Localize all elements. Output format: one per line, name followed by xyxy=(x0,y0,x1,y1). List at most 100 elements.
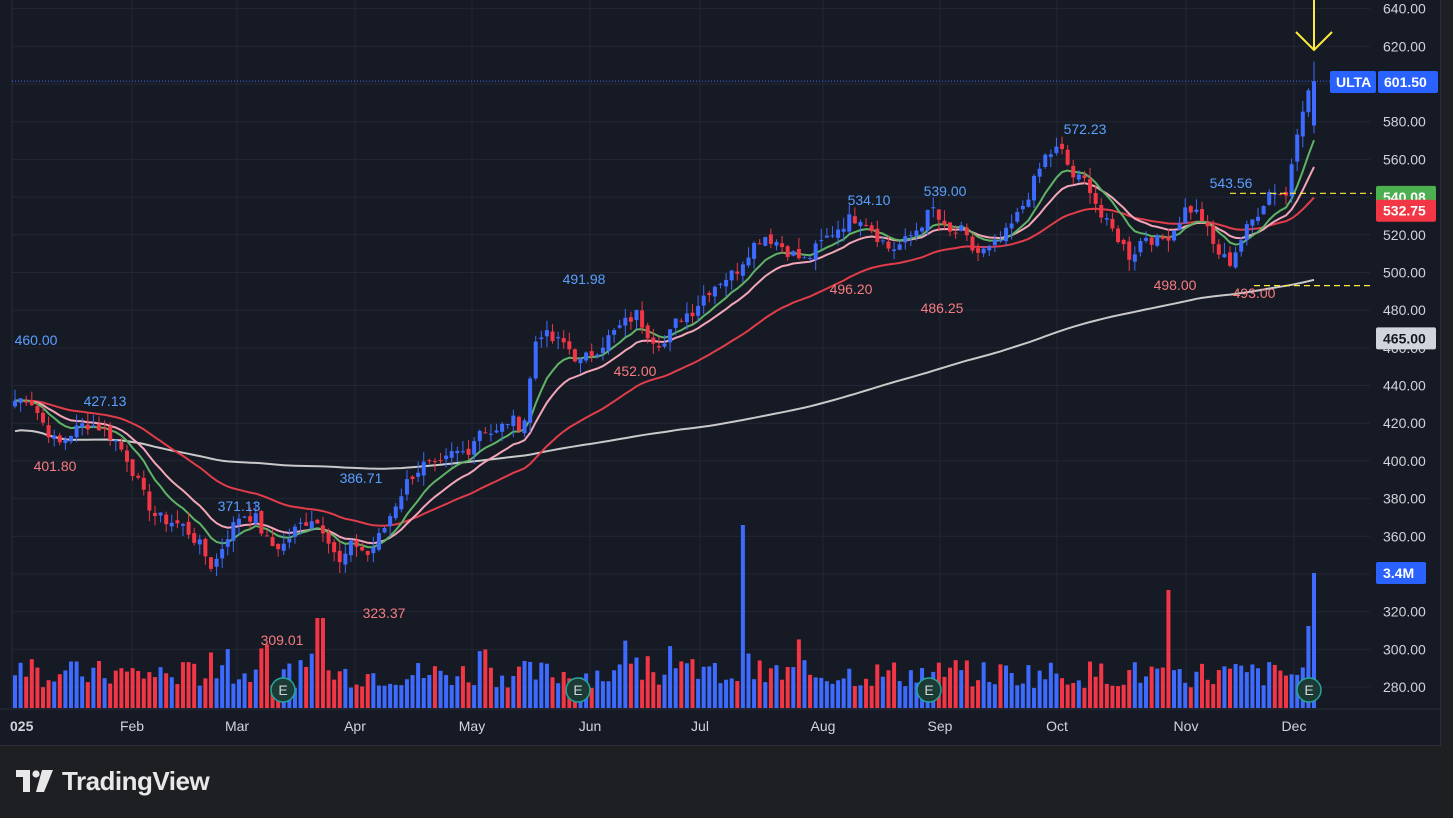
earnings-marker[interactable]: E xyxy=(1296,677,1322,703)
candle-body xyxy=(80,423,85,428)
candle-body xyxy=(276,543,281,550)
candle-body xyxy=(1306,90,1311,113)
volume-bar xyxy=(634,657,639,708)
y-tick-label: 620.00 xyxy=(1383,38,1426,54)
volume-bar xyxy=(998,664,1003,708)
candle-body xyxy=(1188,206,1193,213)
candle-body xyxy=(136,475,141,478)
candle-body xyxy=(1194,209,1199,212)
candle-body xyxy=(141,477,146,490)
volume-bar xyxy=(444,675,449,708)
volume-bar xyxy=(1144,676,1149,708)
candle-body xyxy=(68,435,73,442)
last-price-badge[interactable]: ULTA 601.50 xyxy=(1330,71,1438,93)
candle-body xyxy=(808,258,813,260)
candle-body xyxy=(892,249,897,252)
candle-body xyxy=(841,228,846,232)
volume-bar xyxy=(511,675,516,708)
last-price-bg xyxy=(1378,71,1438,93)
volume-bar xyxy=(68,661,73,708)
volume-bar xyxy=(96,660,101,708)
volume-bar xyxy=(589,687,594,708)
volume-bar xyxy=(533,679,538,708)
volume-bar xyxy=(1149,666,1154,708)
volume-bar xyxy=(52,681,57,708)
candle-body xyxy=(645,325,650,339)
volume-bar xyxy=(628,663,633,708)
candle-body xyxy=(1216,244,1221,255)
volume-badge: 3.4M xyxy=(1376,562,1426,584)
volume-bar xyxy=(147,672,152,708)
volume-bar xyxy=(1060,678,1065,708)
candle-body xyxy=(897,244,902,250)
volume-bar xyxy=(1015,685,1020,708)
candle-body xyxy=(91,425,96,427)
volume-bar xyxy=(1132,662,1137,708)
x-tick-label: Sep xyxy=(928,718,953,734)
candle-body xyxy=(774,242,779,246)
volume-bar xyxy=(483,649,488,708)
candle-body xyxy=(432,461,437,463)
sma-badge: 465.00 xyxy=(1376,327,1436,350)
earnings-marker[interactable]: E xyxy=(270,677,296,703)
candle-body xyxy=(740,264,745,276)
ema-red-badge: 532.75 xyxy=(1376,199,1436,222)
symbol-badge-bg xyxy=(1330,71,1376,93)
volume-bar xyxy=(942,676,947,708)
candle-body xyxy=(304,522,309,526)
candle-body xyxy=(791,251,796,256)
volume-bar xyxy=(1194,671,1199,708)
candle-body xyxy=(52,435,57,439)
volume-bar xyxy=(824,681,829,708)
chart-panel[interactable]: 460.00 401.80 427.13 371.13 309.01 386.71 323.… xyxy=(0,0,1441,746)
candle-body xyxy=(914,230,919,236)
candle-body xyxy=(18,398,23,403)
volume-bar xyxy=(91,667,96,708)
earnings-marker[interactable]: E xyxy=(565,677,591,703)
candle-body xyxy=(696,305,701,316)
candle-body xyxy=(533,341,538,379)
candle-body xyxy=(1267,192,1272,205)
volume-bar xyxy=(13,675,17,708)
volume-bar xyxy=(948,667,953,708)
candle-body xyxy=(460,451,465,453)
earnings-marker[interactable]: E xyxy=(916,677,942,703)
volume-bar xyxy=(880,676,885,708)
volume-bar xyxy=(253,669,258,708)
candle-body xyxy=(1205,222,1210,227)
volume-bar xyxy=(819,677,824,708)
x-tick-label: Aug xyxy=(811,718,836,734)
volume-bar xyxy=(1233,664,1238,708)
candle-body xyxy=(836,229,841,238)
candle-body xyxy=(1037,168,1042,177)
volume-bar xyxy=(808,674,813,708)
volume-bar xyxy=(332,679,337,708)
sma-badge-text: 465.00 xyxy=(1383,330,1426,346)
volume-bar xyxy=(673,668,678,708)
candle-body xyxy=(259,510,264,534)
candle-body xyxy=(208,557,213,569)
candle-body xyxy=(1244,224,1249,241)
price-chart[interactable]: 460.00 401.80 427.13 371.13 309.01 386.71 323.… xyxy=(0,0,1440,745)
candle-body xyxy=(63,439,68,444)
candle-body xyxy=(449,451,454,458)
volume-bar xyxy=(908,670,913,708)
candle-body xyxy=(992,239,997,246)
candle-body xyxy=(1048,154,1053,157)
candle-body xyxy=(712,286,717,297)
earnings-marker-circle xyxy=(565,677,591,703)
candle-body xyxy=(197,539,202,545)
volume-bar xyxy=(1172,670,1177,708)
volume-bar xyxy=(152,677,157,708)
volume-bar xyxy=(684,663,689,708)
volume-bar xyxy=(1166,590,1171,708)
candle-body xyxy=(348,540,353,556)
candle-body xyxy=(494,430,499,433)
volume-bar xyxy=(1104,683,1109,708)
candle-body xyxy=(1026,199,1031,207)
candle-body xyxy=(1138,241,1143,253)
annotation-low-label: 493.00 xyxy=(1233,285,1276,301)
candle-body xyxy=(1116,228,1121,243)
volume-bar xyxy=(897,681,902,708)
volume-bar xyxy=(124,671,129,708)
